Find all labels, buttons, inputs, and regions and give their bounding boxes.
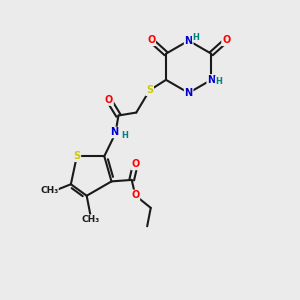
Text: CH₃: CH₃ — [40, 186, 58, 195]
Text: S: S — [73, 151, 80, 161]
Text: N: N — [184, 36, 193, 46]
Text: N: N — [184, 88, 193, 98]
Text: O: O — [131, 190, 140, 200]
Text: H: H — [216, 77, 223, 86]
Text: H: H — [193, 33, 200, 42]
Text: O: O — [222, 35, 230, 45]
Text: O: O — [131, 160, 140, 170]
Text: O: O — [105, 95, 113, 105]
Text: S: S — [146, 85, 153, 95]
Text: N: N — [207, 75, 215, 85]
Text: N: N — [110, 128, 118, 137]
Text: O: O — [147, 35, 155, 45]
Text: CH₃: CH₃ — [81, 215, 99, 224]
Text: H: H — [121, 131, 128, 140]
